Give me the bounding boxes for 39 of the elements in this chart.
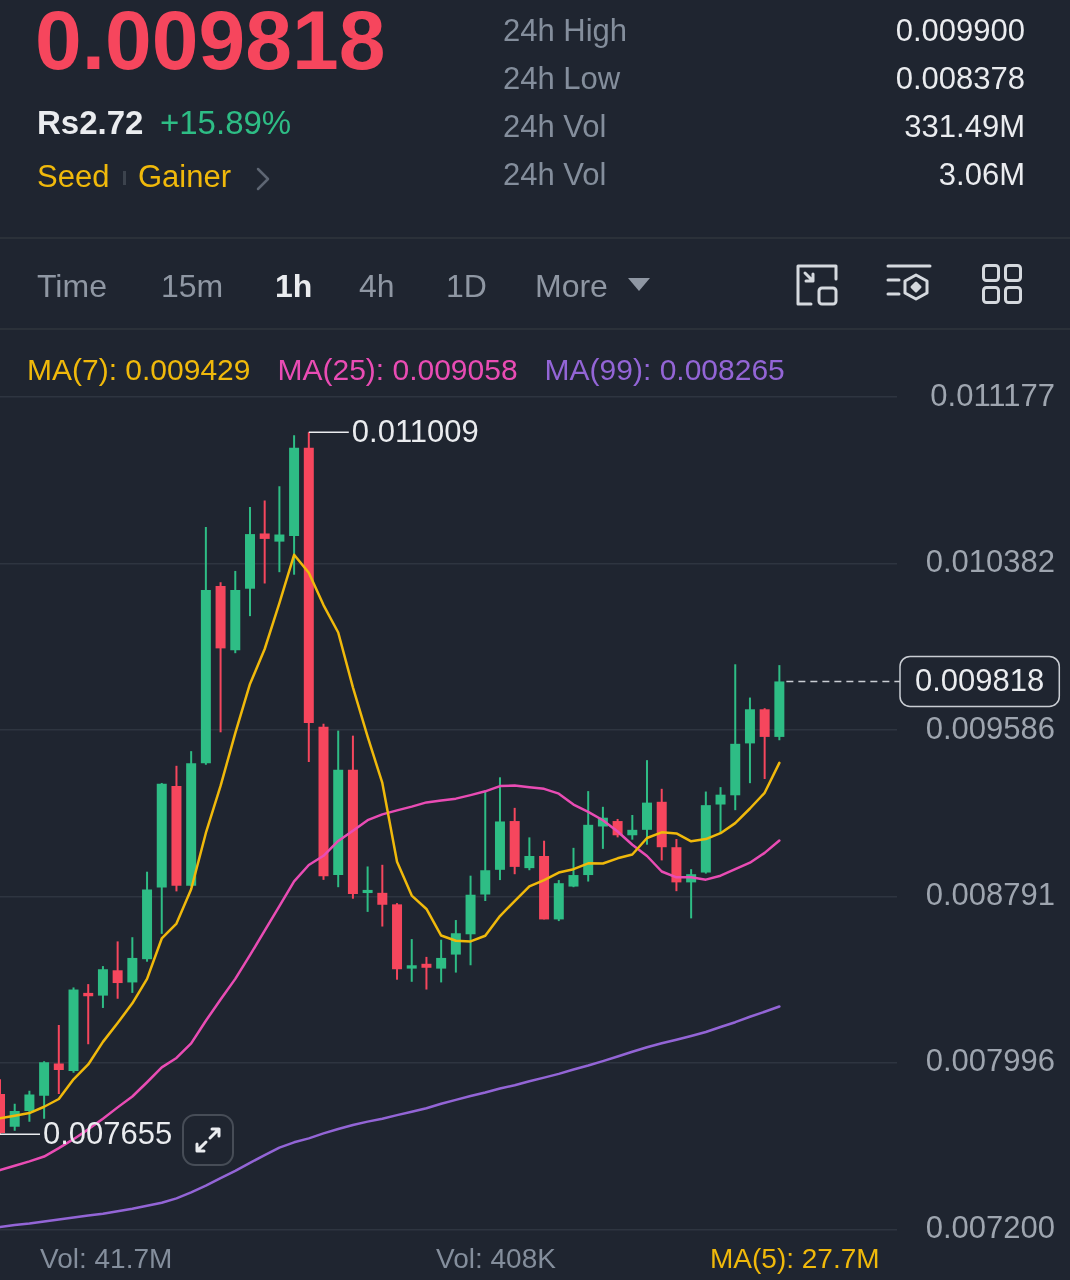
y-tick-label: 0.008791 [925,876,1055,912]
text: 0.009900 [895,13,1025,48]
text: Time [37,268,107,304]
text: 3.06M [938,157,1025,192]
text: 0.009818 [915,662,1045,698]
text: Gainer [138,159,232,194]
y-tick-label: 0.007200 [925,1209,1055,1245]
y-tick-label: 0.010382 [925,543,1055,579]
text: Vol: 41.7M [40,1243,173,1274]
candlestick [83,984,94,1045]
text: 1h [275,268,313,304]
annotation: 0.011009 [351,413,479,449]
candlestick [362,866,373,912]
candlestick [259,500,270,584]
text: MA(5): 27.7M [710,1243,880,1274]
text: 24h High [503,13,628,48]
y-tick-label: 0.011177 [930,377,1055,413]
text: +15.89% [160,104,292,141]
text: MA(25): 0.009058 [277,353,518,387]
text: Seed [37,159,110,194]
text: 4h [359,268,395,304]
candlestick [406,939,417,982]
text: MA(7): 0.009429 [27,353,251,387]
candlestick [53,1025,64,1094]
text: 331.49M [904,109,1025,144]
text: More [535,268,608,304]
text: 24h Vol [503,109,607,144]
text: 15m [161,268,224,304]
text: 1D [446,268,487,304]
y-tick-label: 0.007996 [925,1043,1055,1079]
text: Vol: 408K [436,1243,556,1274]
text: 0.008378 [895,61,1025,96]
text: Rs2.72 [37,104,144,141]
text: 0.009818 [35,0,386,87]
y-tick-label: 0.009586 [925,710,1055,746]
text: 24h Low [503,61,621,96]
text: MA(99): 0.008265 [544,353,785,387]
text: 24h Vol [503,157,607,192]
candlestick [274,486,285,573]
